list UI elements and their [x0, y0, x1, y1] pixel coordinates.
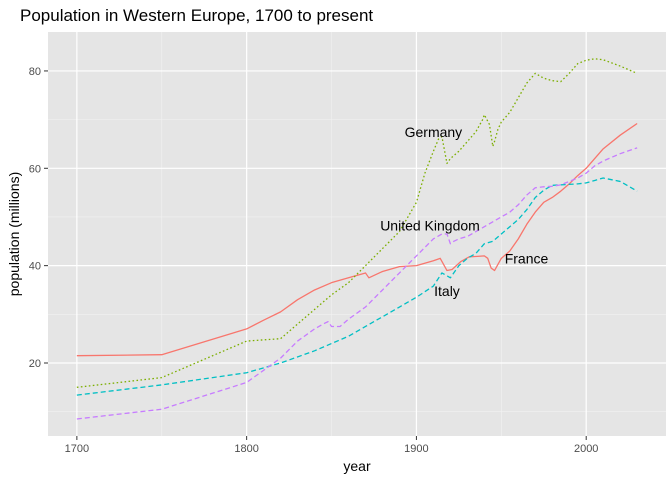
series-lines [76, 58, 638, 420]
x-tick-label: 1800 [234, 443, 258, 455]
x-tick-label: 1900 [404, 443, 428, 455]
major-gridlines [48, 32, 666, 436]
series-label-germany: Germany [405, 124, 463, 140]
series-line-germany [76, 58, 638, 388]
x-tick-label: 1700 [65, 443, 89, 455]
series-label-france: France [505, 250, 549, 266]
chart-title: Population in Western Europe, 1700 to pr… [20, 6, 373, 25]
minor-gridlines [48, 32, 666, 436]
y-axis-title: population (millions) [6, 172, 22, 297]
y-axis: 20 40 60 80 [29, 66, 48, 370]
x-axis-title: year [343, 458, 371, 474]
series-line-italy [76, 177, 638, 396]
series-label-italy: Italy [434, 283, 460, 299]
y-tick-label: 80 [29, 66, 41, 78]
plot-panel [48, 32, 666, 436]
x-axis: 1700 1800 1900 2000 [65, 436, 598, 455]
y-tick-label: 20 [29, 358, 41, 370]
series-line-united-kingdom [76, 147, 638, 420]
y-tick-label: 40 [29, 261, 41, 273]
series-labels: France Germany Italy United Kingdom [380, 124, 548, 299]
series-label-united-kingdom: United Kingdom [380, 218, 480, 234]
x-tick-label: 2000 [574, 443, 598, 455]
y-tick-label: 60 [29, 163, 41, 175]
series-line-france [76, 122, 638, 357]
